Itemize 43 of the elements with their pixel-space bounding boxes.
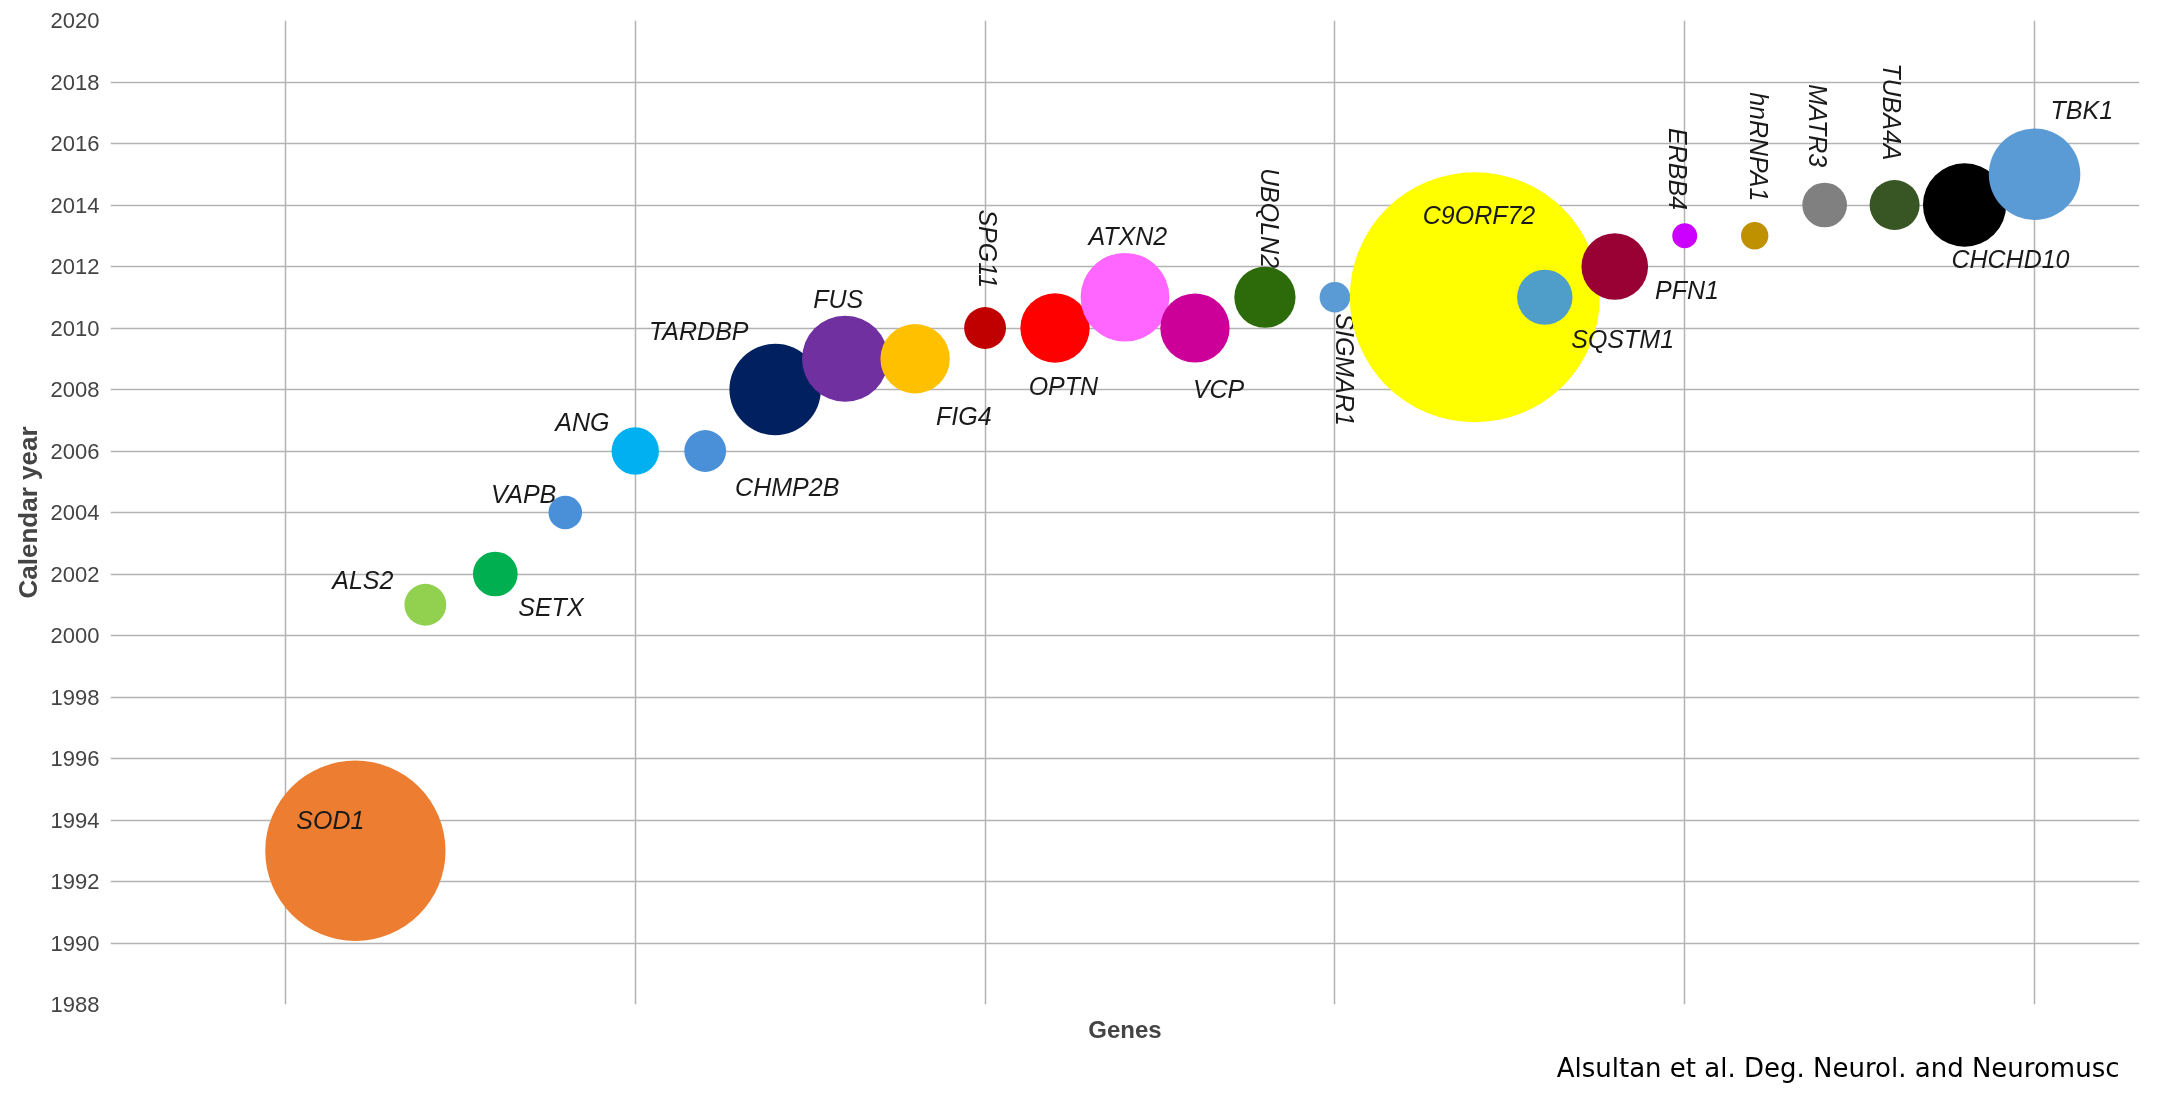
series-label: ATXN2: [1086, 222, 1168, 251]
x-axis-title: Genes: [1088, 1015, 1162, 1043]
series-label: TARDBP: [648, 317, 749, 346]
series-label: OPTN: [1028, 372, 1100, 401]
y-tick-label: 2000: [50, 623, 100, 648]
text: Alsultan et al. Deg. Neurol. and Neuromusc: [1556, 1052, 2120, 1083]
y-tick-label: 2016: [50, 131, 100, 156]
y-tick-label: 2010: [50, 315, 100, 341]
series-label: PFN1: [1655, 276, 1719, 305]
text: MATR3: [1803, 84, 1832, 168]
text: UBQLN2: [1256, 168, 1285, 269]
text: TUBA4A: [1877, 63, 1906, 161]
y-tick-label: 2018: [50, 69, 100, 95]
y-tick-label: 1990: [50, 930, 100, 956]
series-label: VCP: [1192, 375, 1245, 404]
y-tick-label: 2012: [50, 254, 100, 279]
text: SPG11: [973, 209, 1002, 289]
series-label: CHCHD10: [1951, 245, 2070, 274]
text: ERBB4: [1663, 128, 1692, 211]
series-label: CHMP2B: [735, 473, 840, 502]
y-tick-label: 1988: [50, 992, 100, 1017]
y-tick-label: 1998: [50, 684, 100, 710]
text: SIGMAR1: [1330, 313, 1359, 426]
y-tick-label: 2014: [50, 192, 100, 218]
series-label: TBK1: [2050, 96, 2114, 125]
y-axis-title: Calendar year: [12, 426, 43, 599]
text: hnRNPA1: [1744, 92, 1773, 202]
series-label: ALS2: [330, 565, 394, 594]
y-tick-label: 1996: [50, 746, 100, 771]
y-tick-label: 2006: [50, 438, 100, 464]
series-label: FIG4: [935, 401, 992, 430]
y-tick-label: 1992: [50, 869, 100, 894]
series-label: SOD1: [296, 806, 365, 835]
series-label: C9ORF72: [1422, 201, 1536, 230]
y-tick-label: 1994: [50, 807, 100, 833]
y-tick-label: 2020: [50, 8, 100, 33]
series-label: FUS: [813, 284, 864, 313]
y-tick-label: 2002: [50, 561, 100, 587]
series-label: ANG: [553, 407, 610, 436]
series-label: VAPB: [490, 480, 557, 509]
series-label: SETX: [518, 593, 585, 622]
y-tick-label: 2004: [50, 500, 100, 525]
y-tick-label: 2008: [50, 377, 100, 402]
